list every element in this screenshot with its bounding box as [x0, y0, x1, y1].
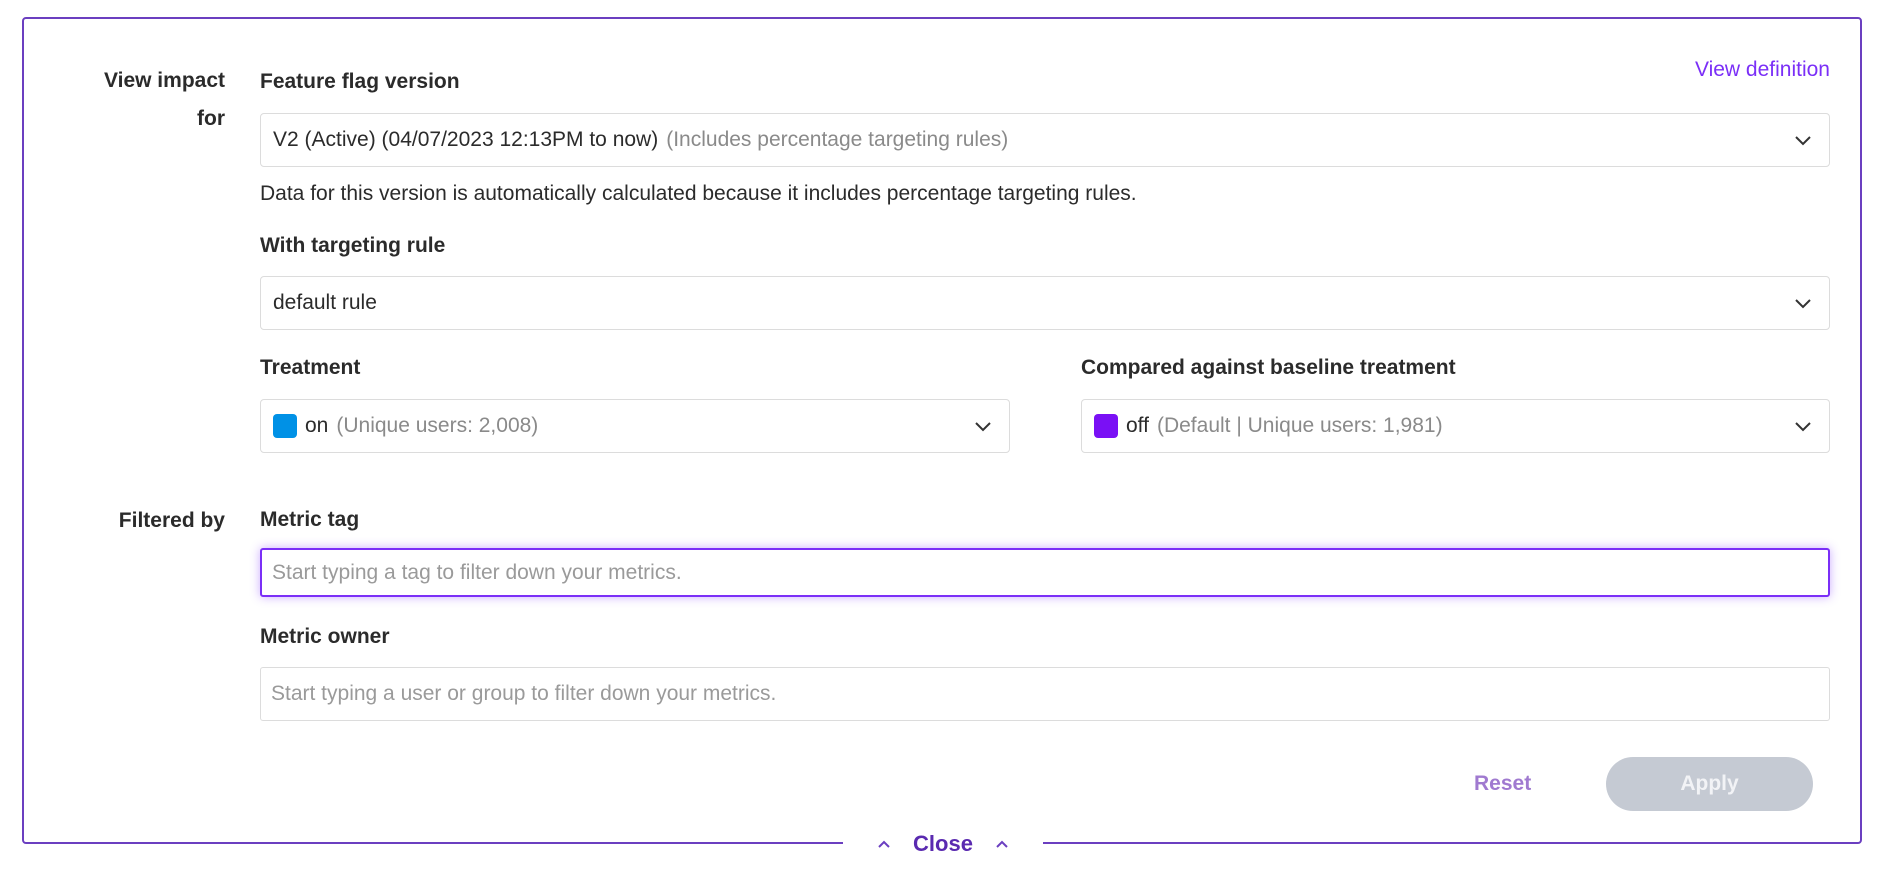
feature-flag-version-label: Feature flag version	[260, 70, 460, 93]
baseline-treatment-select[interactable]: off (Default | Unique users: 1,981)	[1081, 399, 1830, 453]
treatment-color-swatch	[273, 414, 297, 438]
close-toggle[interactable]: Close	[843, 826, 1043, 862]
close-label: Close	[913, 831, 973, 856]
metric-owner-label: Metric owner	[260, 625, 390, 648]
filtered-by-label: Filtered by	[118, 509, 225, 532]
view-impact-label-line2: for	[197, 107, 225, 130]
chevron-down-icon	[1795, 422, 1811, 432]
metric-owner-input[interactable]	[260, 667, 1830, 721]
chevron-up-icon	[878, 840, 890, 848]
baseline-note: (Default | Unique users: 1,981)	[1156, 414, 1443, 437]
feature-flag-version-select[interactable]: V2 (Active) (04/07/2023 12:13PM to now) …	[260, 113, 1830, 167]
treatment-note: (Unique users: 2,008)	[336, 414, 539, 437]
treatment-select[interactable]: on (Unique users: 2,008)	[260, 399, 1010, 453]
chevron-down-icon	[975, 422, 991, 432]
chevron-up-icon	[996, 840, 1008, 848]
targeting-rule-select[interactable]: default rule	[260, 276, 1830, 330]
treatment-value: on	[305, 414, 329, 437]
view-impact-label: View impact for	[104, 62, 225, 138]
targeting-rule-label: With targeting rule	[260, 234, 446, 257]
selected-rule: default rule	[273, 291, 377, 314]
chevron-down-icon	[1795, 136, 1811, 146]
chevron-down-icon	[1795, 299, 1811, 309]
view-impact-label-line1: View impact	[104, 69, 225, 92]
version-helper-text: Data for this version is automatically c…	[260, 182, 1137, 205]
treatment-label: Treatment	[260, 356, 361, 379]
metric-tag-input[interactable]	[260, 548, 1830, 597]
metric-tag-label: Metric tag	[260, 508, 360, 531]
baseline-value: off	[1126, 414, 1149, 437]
view-definition-link[interactable]: View definition	[1694, 58, 1830, 81]
baseline-treatment-label: Compared against baseline treatment	[1081, 356, 1456, 379]
selected-version: V2 (Active) (04/07/2023 12:13PM to now)	[273, 128, 659, 151]
version-note: (Includes percentage targeting rules)	[666, 128, 1009, 151]
baseline-color-swatch	[1094, 414, 1118, 438]
reset-button[interactable]: Reset	[1474, 772, 1532, 795]
apply-button[interactable]: Apply	[1606, 757, 1813, 811]
